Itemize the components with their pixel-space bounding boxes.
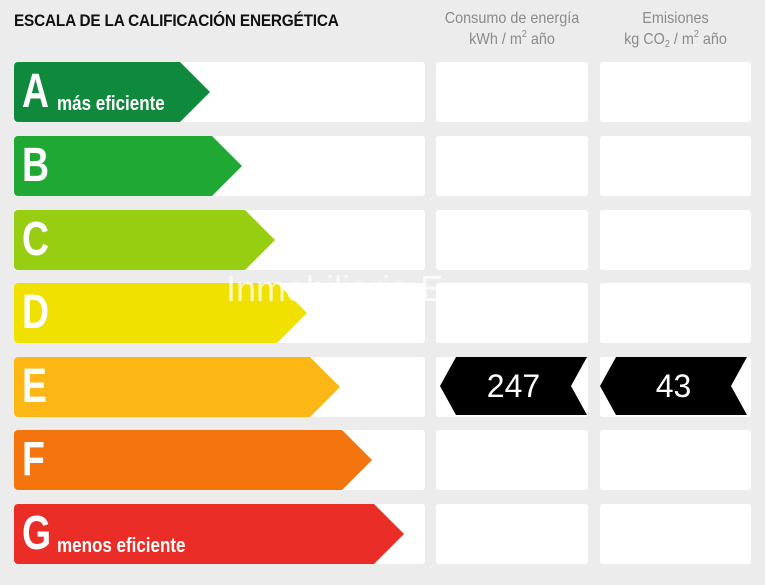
emissions-header-title: Emisiones — [642, 10, 709, 27]
rating-letter: C — [22, 213, 50, 266]
consumption-header-title: Consumo de energía — [444, 10, 580, 27]
consumption-value-badge: 247 — [440, 357, 587, 415]
rating-arrow-e: E — [14, 357, 340, 417]
rating-arrow-d: D — [14, 283, 307, 343]
scale-title: ESCALA DE LA CALIFICACIÓN ENERGÉTICA — [14, 12, 339, 30]
emissions-value: 43 — [655, 368, 692, 404]
emissions-cell-d — [600, 283, 751, 343]
rating-letter: E — [22, 360, 47, 413]
consumption-header-unit: kWh / m2 año — [469, 29, 555, 49]
emissions-cell-c — [600, 210, 751, 270]
consumption-cell-c — [436, 210, 588, 270]
emissions-cell-b — [600, 136, 751, 196]
rating-arrow-f: F — [14, 430, 372, 490]
emissions-cell-a — [600, 62, 751, 122]
consumption-cell-d — [436, 283, 588, 343]
rating-letter: A — [22, 65, 50, 118]
emissions-header: Emisiones kg CO2 / m2 año — [608, 8, 744, 50]
emissions-header-unit: kg CO2 / m2 año — [624, 29, 727, 50]
consumption-value: 247 — [486, 368, 541, 404]
consumption-header: Consumo de energía kWh / m2 año — [444, 8, 581, 50]
rating-sublabel: menos eficiente — [57, 535, 186, 557]
rating-arrow-c: C — [14, 210, 275, 270]
rating-sublabel: más eficiente — [57, 93, 165, 115]
rating-letter: D — [22, 286, 50, 339]
consumption-cell-a — [436, 62, 588, 122]
watermark: Inmobiliaria E — [226, 268, 445, 309]
rating-arrow-g: G menos eficiente — [14, 504, 404, 564]
rating-arrow-b: B — [14, 136, 242, 196]
rating-letter: F — [22, 433, 45, 486]
consumption-cell-b — [436, 136, 588, 196]
rating-letter: B — [22, 139, 50, 192]
rating-letter: G — [22, 507, 52, 560]
emissions-value-badge: 43 — [600, 357, 747, 415]
emissions-cell-g — [600, 504, 751, 564]
consumption-cell-f — [436, 430, 588, 490]
emissions-cell-f — [600, 430, 751, 490]
rating-arrow-a: A más eficiente — [14, 62, 210, 122]
consumption-cell-g — [436, 504, 588, 564]
